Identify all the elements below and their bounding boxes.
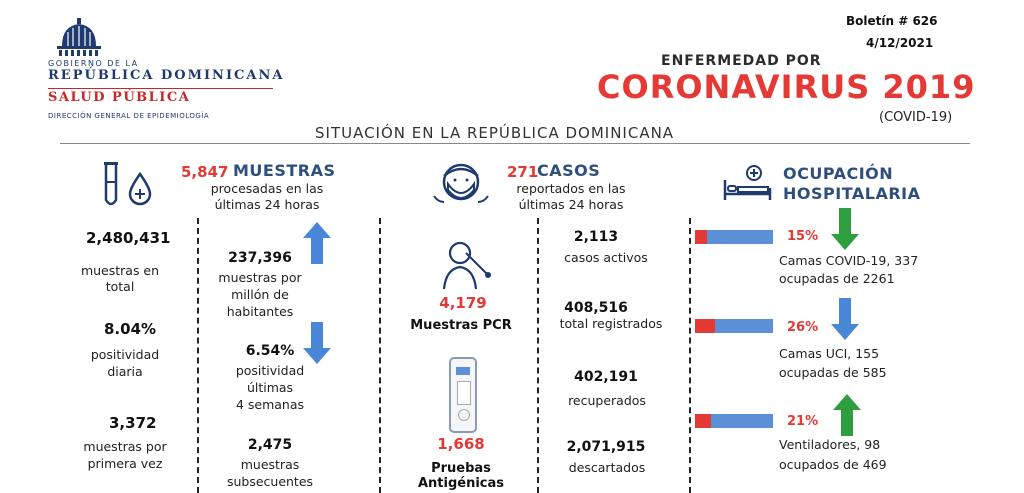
logo-republic-text: REPÚBLICA DOMINICANA: [48, 68, 285, 83]
total-muestras-label2: total: [105, 279, 135, 294]
positividad-4sem-value: 6.54%: [245, 343, 295, 359]
recuperados-value: 402,191: [574, 369, 638, 385]
occupancy-detail-line1: Camas UCI, 155: [779, 346, 880, 361]
antigen-test-strip: [457, 381, 471, 405]
header-rule: [60, 143, 970, 144]
column-divider-2: [379, 218, 381, 493]
muestras-desc-line2: últimas 24 horas: [214, 197, 320, 212]
column-divider-1: [197, 218, 199, 493]
subsecuentes-value: 2,475: [247, 437, 293, 453]
positividad-4sem-label2: últimas: [246, 380, 294, 395]
muestras-desc-line1: procesadas en las: [210, 181, 324, 196]
recuperados-label: recuperados: [568, 393, 646, 408]
muestras-millon-label3: habitantes: [226, 304, 294, 319]
antigen-test-well: [458, 409, 470, 421]
column-divider-4: [689, 218, 691, 493]
positividad-4sem-label3: 4 semanas: [235, 397, 305, 412]
patient-mask-icon: [433, 163, 489, 203]
occupancy-bar: [695, 319, 773, 333]
muestras-millon-label1: muestras por: [218, 270, 302, 285]
muestras-millon-label2: millón de: [231, 287, 289, 302]
positividad-4sem-label1: positividad: [235, 363, 305, 378]
subsecuentes-label1: muestras: [240, 457, 300, 472]
descartados-value: 2,071,915: [566, 439, 646, 455]
occupancy-percent: 26%: [787, 320, 819, 335]
positividad-diaria-value: 8.04%: [104, 320, 157, 338]
occupancy-bar: [695, 414, 773, 428]
antigen-value: 1,668: [437, 435, 485, 453]
occupancy-detail-line2: ocupados de 469: [779, 457, 887, 472]
swab-test-icon: [442, 241, 491, 290]
activos-value: 2,113: [573, 229, 619, 245]
bulletin-number: Boletín # 626: [846, 14, 938, 28]
total-muestras-label1: muestras en: [80, 263, 160, 278]
registrados-label: total registrados: [559, 316, 663, 331]
arrow-down-icon: [831, 298, 859, 340]
logo-direccion-text: DIRECCIÓN GENERAL DE EPIDEMIOLOGÍA: [48, 112, 210, 120]
logo-government-text: GOBIERNO DE LA: [48, 59, 139, 68]
arrow-down-icon: [831, 208, 859, 250]
occupancy-detail-line1: Ventiladores, 98: [779, 437, 881, 452]
title-coronavirus: CORONAVIRUS 2019: [597, 68, 976, 106]
occupancy-detail-line2: ocupadas de 2261: [779, 271, 895, 286]
ocupacion-title-line2: HOSPITALARIA: [783, 184, 921, 203]
occupancy-bar-fill: [695, 319, 716, 333]
subsecuentes-label2: subsecuentes: [226, 474, 314, 489]
pcr-label: Muestras PCR: [410, 318, 512, 333]
arrow-up-icon: [303, 222, 331, 264]
positividad-diaria-label1: positividad: [90, 347, 160, 362]
descartados-label: descartados: [568, 460, 646, 475]
activos-label: casos activos: [564, 250, 648, 265]
casos-title: CASOS: [537, 161, 601, 180]
occupancy-detail-line1: Camas COVID-19, 337: [779, 253, 919, 268]
hospital-bed-icon: [723, 165, 772, 200]
muestras-title: MUESTRAS: [233, 161, 336, 180]
ocupacion-title-line1: OCUPACIÓN: [783, 164, 894, 183]
occupancy-percent: 21%: [787, 414, 819, 429]
registrados-value: 408,516: [564, 300, 628, 316]
antigen-test-icon: [449, 357, 477, 433]
test-tube-drop-icon: [104, 162, 152, 206]
logo-divider: [48, 88, 273, 89]
muestras-count: 5,847: [181, 163, 229, 181]
government-logo: GOBIERNO DE LA REPÚBLICA DOMINICANA SALU…: [46, 18, 286, 128]
column-divider-3: [537, 218, 539, 493]
arrow-up-icon: [833, 394, 861, 436]
primera-vez-label2: primera vez: [87, 456, 163, 471]
logo-salud-text: SALUD PÚBLICA: [48, 90, 191, 105]
antigen-test-window: [456, 367, 470, 375]
muestras-millon-value: 237,396: [228, 250, 292, 266]
primera-vez-value: 3,372: [109, 414, 157, 432]
casos-desc-line2: últimas 24 horas: [518, 197, 624, 212]
positividad-diaria-label2: diaria: [107, 364, 143, 379]
primera-vez-label1: muestras por: [83, 439, 167, 454]
title-covid19: (COVID-19): [879, 110, 953, 125]
antigen-label: Pruebas Antigénicas: [417, 461, 505, 491]
occupancy-bar-fill: [695, 414, 712, 428]
occupancy-bar: [695, 230, 773, 244]
section-title: SITUACIÓN EN LA REPÚBLICA DOMINICANA: [315, 124, 675, 142]
total-muestras-value: 2,480,431: [86, 229, 171, 247]
pcr-value: 4,179: [439, 294, 487, 312]
occupancy-percent: 15%: [787, 229, 819, 244]
occupancy-bar-fill: [695, 230, 707, 244]
casos-count: 271: [507, 163, 539, 181]
bulletin-date: 4/12/2021: [866, 36, 934, 50]
arrow-down-icon: [303, 322, 331, 364]
occupancy-detail-line2: ocupadas de 585: [779, 365, 887, 380]
casos-desc-line1: reportados en las: [516, 181, 626, 196]
capitol-dome-icon: [57, 18, 101, 56]
title-enfermedad: ENFERMEDAD POR: [661, 53, 822, 69]
